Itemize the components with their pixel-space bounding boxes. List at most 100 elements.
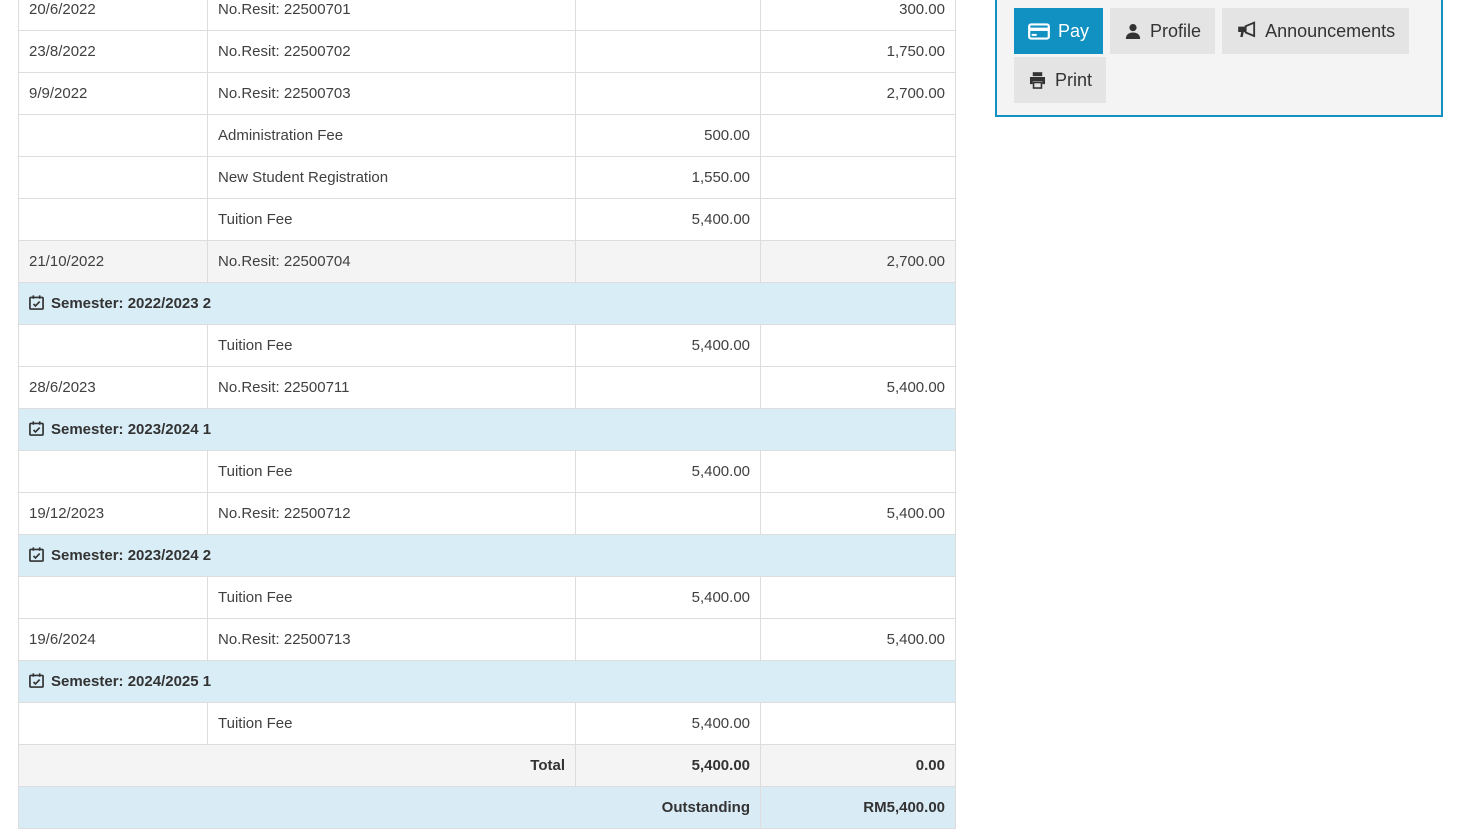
date-cell: 20/6/2022	[18, 0, 208, 31]
payments-cell	[760, 198, 956, 241]
total-row: Total 5,400.00 0.00	[18, 744, 956, 787]
table-row: 23/8/2022 No.Resit: 22500702 1,750.00	[18, 30, 956, 73]
bullhorn-icon	[1238, 21, 1256, 38]
description-cell: Tuition Fee	[207, 198, 576, 241]
announcements-button-label: Announcements	[1265, 21, 1396, 41]
table-row: Tuition Fee 5,400.00	[18, 324, 956, 367]
fee-statement-table: 20/6/2022 No.Resit: 22500701 300.00 23/8…	[18, 0, 956, 829]
description-cell: No.Resit: 22500712	[207, 492, 576, 535]
table-row: Tuition Fee 5,400.00	[18, 702, 956, 745]
date-cell: 19/6/2024	[18, 618, 208, 661]
description-cell: Tuition Fee	[207, 324, 576, 367]
semester-label: Semester: 2023/2024 1	[51, 421, 212, 438]
credit-card-icon	[1028, 22, 1050, 40]
total-label: Total	[18, 744, 576, 787]
semester-cell: Semester: 2023/2024 1	[18, 408, 956, 451]
payments-cell: 2,700.00	[760, 240, 956, 283]
charges-cell	[575, 618, 761, 661]
payments-cell	[760, 324, 956, 367]
payments-cell	[760, 114, 956, 157]
total-payments: 0.00	[760, 744, 956, 787]
table-row: Tuition Fee 5,400.00	[18, 198, 956, 241]
calendar-check-icon	[29, 673, 44, 688]
date-cell: 9/9/2022	[18, 72, 208, 115]
semester-label: Semester: 2024/2025 1	[51, 673, 212, 690]
semester-cell: Semester: 2022/2023 2	[18, 282, 956, 325]
description-cell: No.Resit: 22500713	[207, 618, 576, 661]
table-row: 21/10/2022 No.Resit: 22500704 2,700.00	[18, 240, 956, 283]
payments-cell	[760, 702, 956, 745]
actions-row-2: Print	[1014, 57, 1425, 103]
table-row: 28/6/2023 No.Resit: 22500711 5,400.00	[18, 366, 956, 409]
description-cell: Tuition Fee	[207, 576, 576, 619]
description-cell: Tuition Fee	[207, 702, 576, 745]
date-cell	[18, 156, 208, 199]
semester-cell: Semester: 2023/2024 2	[18, 534, 956, 577]
printer-icon	[1029, 71, 1046, 89]
payments-cell: 2,700.00	[760, 72, 956, 115]
date-cell	[18, 702, 208, 745]
charges-cell: 500.00	[575, 114, 761, 157]
outstanding-row: Outstanding RM5,400.00	[18, 786, 956, 829]
payments-cell: 5,400.00	[760, 492, 956, 535]
semester-label: Semester: 2023/2024 2	[51, 547, 212, 564]
charges-cell: 5,400.00	[575, 198, 761, 241]
description-cell: New Student Registration	[207, 156, 576, 199]
user-icon	[1125, 23, 1141, 39]
payments-cell	[760, 576, 956, 619]
date-cell: 28/6/2023	[18, 366, 208, 409]
fee-statement: 20/6/2022 No.Resit: 22500701 300.00 23/8…	[18, 0, 956, 829]
outstanding-amount: RM5,400.00	[760, 786, 956, 829]
payments-cell: 1,750.00	[760, 30, 956, 73]
semester-header-row: Semester: 2024/2025 1	[18, 660, 956, 703]
charges-cell	[575, 240, 761, 283]
print-button[interactable]: Print	[1014, 57, 1107, 103]
table-row: New Student Registration 1,550.00	[18, 156, 956, 199]
payments-cell	[760, 156, 956, 199]
table-row: Administration Fee 500.00	[18, 114, 956, 157]
payments-cell: 5,400.00	[760, 618, 956, 661]
semester-header-row: Semester: 2023/2024 2	[18, 534, 956, 577]
semester-header-row: Semester: 2023/2024 1	[18, 408, 956, 451]
profile-button[interactable]: Profile	[1110, 8, 1216, 54]
date-cell	[18, 576, 208, 619]
charges-cell: 5,400.00	[575, 702, 761, 745]
date-cell: 23/8/2022	[18, 30, 208, 73]
description-cell: No.Resit: 22500703	[207, 72, 576, 115]
payments-cell: 5,400.00	[760, 366, 956, 409]
profile-button-label: Profile	[1150, 21, 1202, 41]
print-button-label: Print	[1055, 70, 1093, 90]
actions-row-1: Pay Profile Announcements	[1014, 8, 1425, 54]
table-row: 20/6/2022 No.Resit: 22500701 300.00	[18, 0, 956, 31]
charges-cell: 5,400.00	[575, 450, 761, 493]
charges-cell: 1,550.00	[575, 156, 761, 199]
table-row: Tuition Fee 5,400.00	[18, 576, 956, 619]
pay-button[interactable]: Pay	[1014, 8, 1104, 54]
semester-cell: Semester: 2024/2025 1	[18, 660, 956, 703]
date-cell	[18, 324, 208, 367]
outstanding-label: Outstanding	[18, 786, 761, 829]
charges-cell	[575, 0, 761, 31]
charges-cell: 5,400.00	[575, 324, 761, 367]
date-cell	[18, 114, 208, 157]
calendar-check-icon	[29, 547, 44, 562]
charges-cell	[575, 72, 761, 115]
description-cell: No.Resit: 22500711	[207, 366, 576, 409]
table-row: 19/6/2024 No.Resit: 22500713 5,400.00	[18, 618, 956, 661]
payments-cell: 300.00	[760, 0, 956, 31]
date-cell	[18, 450, 208, 493]
description-cell: No.Resit: 22500704	[207, 240, 576, 283]
actions-panel: Pay Profile Announcements Print	[995, 0, 1443, 117]
charges-cell	[575, 492, 761, 535]
semester-header-row: Semester: 2022/2023 2	[18, 282, 956, 325]
table-row: 19/12/2023 No.Resit: 22500712 5,400.00	[18, 492, 956, 535]
description-cell: Tuition Fee	[207, 450, 576, 493]
total-charges: 5,400.00	[575, 744, 761, 787]
description-cell: No.Resit: 22500701	[207, 0, 576, 31]
charges-cell: 5,400.00	[575, 576, 761, 619]
announcements-button[interactable]: Announcements	[1222, 8, 1410, 54]
date-cell: 21/10/2022	[18, 240, 208, 283]
date-cell: 19/12/2023	[18, 492, 208, 535]
table-row: Tuition Fee 5,400.00	[18, 450, 956, 493]
pay-button-label: Pay	[1058, 21, 1090, 41]
